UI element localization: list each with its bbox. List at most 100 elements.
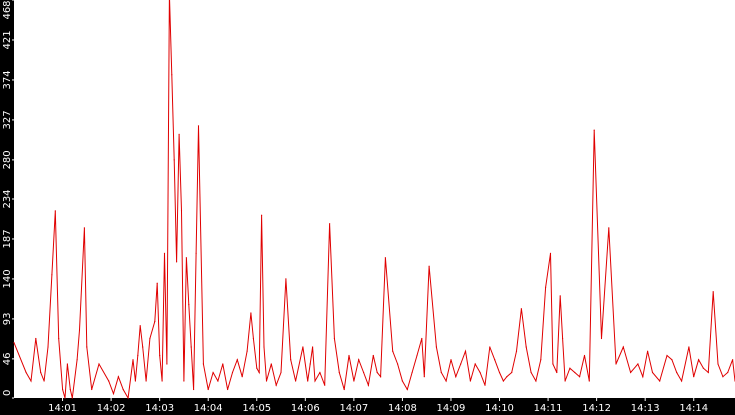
data-point bbox=[484, 384, 486, 386]
data-point bbox=[348, 354, 350, 357]
y-tick-label: 374 bbox=[2, 70, 13, 89]
data-point bbox=[333, 337, 335, 340]
data-point bbox=[702, 367, 705, 369]
data-point bbox=[411, 371, 413, 374]
data-point bbox=[593, 129, 595, 131]
data-point bbox=[171, 74, 173, 76]
data-point bbox=[376, 371, 378, 374]
data-point bbox=[145, 380, 147, 382]
y-tick-label: 280 bbox=[2, 150, 13, 169]
data-point bbox=[540, 359, 542, 361]
data-point bbox=[51, 274, 53, 276]
data-point bbox=[681, 380, 683, 382]
data-point bbox=[132, 359, 134, 361]
x-tick-label: 14:07 bbox=[339, 403, 368, 414]
data-point bbox=[428, 265, 430, 267]
data-point bbox=[659, 380, 661, 382]
x-tick-label: 14:06 bbox=[291, 403, 320, 414]
y-tick-label: 234 bbox=[2, 189, 13, 208]
data-point bbox=[367, 384, 369, 386]
data-point bbox=[193, 388, 195, 391]
data-point bbox=[397, 363, 399, 365]
data-point bbox=[35, 337, 37, 340]
data-point bbox=[615, 363, 617, 365]
data-point bbox=[47, 346, 49, 348]
data-point bbox=[217, 380, 219, 382]
data-point bbox=[338, 371, 340, 374]
data-point bbox=[489, 346, 491, 348]
data-point bbox=[13, 342, 15, 344]
data-point bbox=[154, 320, 156, 323]
data-point bbox=[559, 295, 561, 297]
data-point bbox=[183, 380, 185, 382]
data-point bbox=[236, 359, 238, 361]
data-point bbox=[166, 363, 168, 365]
data-point bbox=[562, 337, 564, 340]
data-point bbox=[263, 346, 265, 348]
data-point bbox=[275, 384, 277, 386]
data-point bbox=[290, 359, 292, 361]
data-point bbox=[406, 388, 408, 391]
data-point bbox=[642, 376, 644, 378]
data-point bbox=[666, 354, 668, 357]
data-point bbox=[78, 329, 81, 331]
data-point bbox=[722, 376, 724, 378]
data-point bbox=[142, 346, 144, 348]
data-point bbox=[246, 350, 248, 352]
data-point bbox=[40, 371, 42, 374]
data-point bbox=[202, 363, 204, 365]
data-point bbox=[469, 380, 471, 382]
data-point bbox=[363, 371, 365, 374]
data-point bbox=[727, 371, 729, 374]
data-point bbox=[64, 397, 66, 399]
data-point bbox=[600, 337, 603, 340]
data-point bbox=[353, 380, 355, 382]
data-point bbox=[295, 380, 297, 382]
data-point bbox=[380, 376, 382, 378]
data-point bbox=[270, 363, 272, 365]
data-point bbox=[392, 350, 394, 352]
data-point bbox=[435, 346, 437, 348]
x-axis: 14:01 14:02 14:03 14:04 14:05 14:06 14:07 14:08… bbox=[48, 398, 708, 414]
data-point bbox=[520, 308, 523, 310]
data-point bbox=[137, 354, 139, 357]
data-point bbox=[498, 371, 501, 374]
data-point bbox=[732, 359, 734, 361]
x-tick-label: 14:10 bbox=[485, 403, 514, 414]
data-point bbox=[416, 354, 418, 357]
data-point bbox=[515, 350, 518, 352]
data-point bbox=[195, 252, 197, 254]
data-point bbox=[671, 359, 673, 361]
data-point bbox=[384, 257, 386, 259]
x-tick-label: 14:03 bbox=[145, 403, 174, 414]
data-point bbox=[693, 376, 695, 378]
data-point bbox=[343, 388, 345, 391]
data-point bbox=[43, 380, 45, 382]
data-point bbox=[256, 367, 258, 369]
data-point bbox=[545, 286, 547, 288]
y-tick-label: 140 bbox=[2, 269, 13, 288]
data-point bbox=[173, 159, 175, 161]
data-point bbox=[163, 252, 166, 254]
data-point bbox=[329, 223, 331, 225]
data-point bbox=[460, 363, 462, 365]
data-point bbox=[207, 388, 209, 391]
data-point bbox=[54, 210, 56, 212]
data-point bbox=[549, 252, 552, 254]
data-point bbox=[525, 346, 527, 348]
data-point bbox=[66, 363, 68, 365]
data-point bbox=[717, 363, 719, 365]
data-point bbox=[180, 210, 183, 212]
y-tick-label: 187 bbox=[2, 229, 13, 248]
data-point bbox=[535, 380, 537, 382]
data-point bbox=[569, 367, 571, 369]
data-point bbox=[372, 354, 374, 357]
data-point bbox=[530, 371, 532, 374]
data-point bbox=[117, 376, 119, 378]
data-point bbox=[421, 337, 423, 340]
data-point bbox=[25, 371, 27, 374]
series-points bbox=[13, 74, 735, 399]
data-point bbox=[401, 380, 403, 382]
data-point bbox=[112, 393, 115, 395]
y-tick-label: 46 bbox=[2, 353, 13, 366]
